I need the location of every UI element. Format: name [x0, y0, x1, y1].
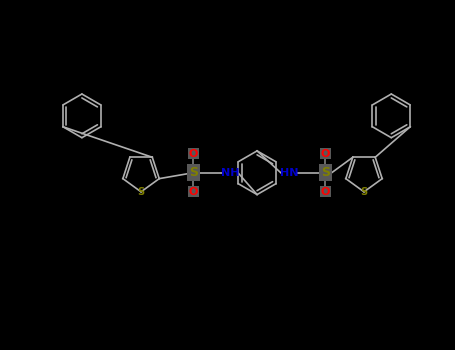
Text: HN: HN — [280, 168, 298, 178]
Text: S: S — [137, 187, 145, 197]
Text: O: O — [321, 149, 330, 159]
Text: O: O — [189, 149, 198, 159]
Text: S: S — [360, 187, 368, 197]
Text: O: O — [189, 187, 198, 197]
Text: S: S — [321, 166, 330, 179]
Text: S: S — [189, 166, 198, 179]
Text: NH: NH — [221, 168, 239, 178]
Text: O: O — [321, 187, 330, 197]
